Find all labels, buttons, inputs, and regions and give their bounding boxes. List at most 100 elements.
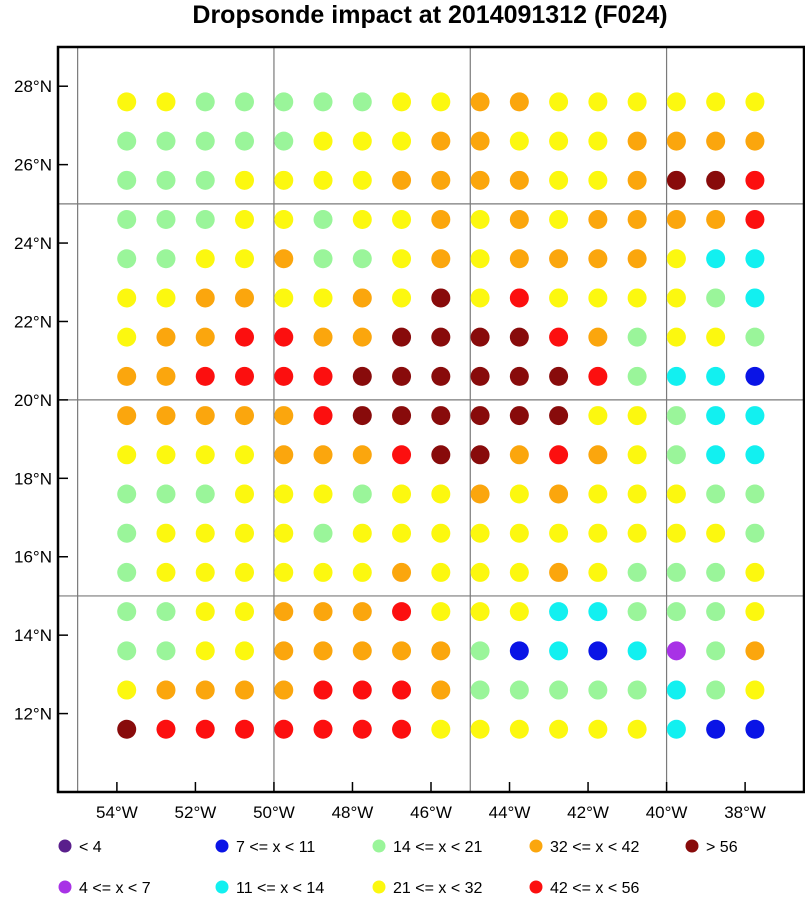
dropsonde-point (588, 406, 608, 426)
dropsonde-point (235, 719, 254, 739)
legend-swatch (58, 839, 72, 853)
dropsonde-point (313, 680, 333, 700)
dropsonde-point (392, 445, 412, 465)
dropsonde-point (627, 249, 647, 269)
dropsonde-point (745, 210, 765, 230)
dropsonde-point (117, 562, 137, 582)
dropsonde-point (117, 366, 137, 386)
dropsonde-point (313, 92, 333, 112)
dropsonde-point (392, 719, 412, 739)
dropsonde-point (509, 92, 529, 112)
dropsonde-point (235, 523, 254, 543)
lat-tick-label: 28°N (14, 77, 52, 96)
dropsonde-point (470, 680, 490, 700)
dropsonde-point (470, 249, 490, 269)
dropsonde-point (156, 602, 176, 622)
dropsonde-point (156, 680, 176, 700)
lat-tick-label: 22°N (14, 312, 52, 331)
dropsonde-point (549, 210, 569, 230)
dropsonde-point (627, 92, 647, 112)
dropsonde-point (509, 602, 529, 622)
dropsonde-point (470, 523, 490, 543)
dropsonde-point (117, 249, 137, 269)
dropsonde-point (392, 562, 412, 582)
legend-label: 32 <= x < 42 (550, 839, 640, 856)
lat-tick-label: 18°N (14, 469, 52, 488)
dropsonde-point (588, 523, 608, 543)
dropsonde-point (352, 170, 372, 190)
dropsonde-point (588, 484, 608, 504)
dropsonde-point (509, 366, 529, 386)
dropsonde-point (117, 602, 137, 622)
dropsonde-point (274, 131, 294, 151)
dropsonde-point (235, 366, 254, 386)
dropsonde-point (470, 131, 490, 151)
dropsonde-point (706, 288, 726, 308)
dropsonde-point (274, 680, 294, 700)
dropsonde-point (706, 131, 726, 151)
dropsonde-point (745, 445, 765, 465)
dropsonde-point (195, 445, 215, 465)
dropsonde-point (313, 131, 333, 151)
dropsonde-point (470, 366, 490, 386)
dropsonde-point (156, 641, 176, 661)
dropsonde-point (588, 249, 608, 269)
legend-swatch (529, 839, 543, 853)
dropsonde-point (195, 602, 215, 622)
dropsonde-point (588, 562, 608, 582)
dropsonde-point (431, 680, 451, 700)
lat-tick-label: 14°N (14, 626, 52, 645)
legend-swatch (58, 880, 72, 894)
dropsonde-point (588, 641, 608, 661)
dropsonde-point (627, 210, 647, 230)
dropsonde-point (745, 719, 765, 739)
dropsonde-point (470, 92, 490, 112)
dropsonde-point (352, 680, 372, 700)
dropsonde-point (313, 523, 333, 543)
dropsonde-point (509, 641, 529, 661)
lon-tick-label: 40°W (646, 803, 688, 822)
dropsonde-point (706, 170, 726, 190)
legend-label: 11 <= x < 14 (236, 880, 324, 897)
dropsonde-point (274, 366, 294, 386)
dropsonde-point (352, 562, 372, 582)
dropsonde-point (392, 366, 412, 386)
dropsonde-point (588, 366, 608, 386)
dropsonde-point (156, 170, 176, 190)
dropsonde-point (431, 445, 451, 465)
dropsonde-point (549, 327, 569, 347)
dropsonde-point (156, 719, 176, 739)
dropsonde-point (313, 719, 333, 739)
dropsonde-point (627, 327, 647, 347)
dropsonde-point (470, 484, 490, 504)
dropsonde-point (274, 562, 294, 582)
lon-tick-label: 52°W (175, 803, 217, 822)
dropsonde-point (431, 92, 451, 112)
dropsonde-point (117, 210, 137, 230)
lon-tick-label: 46°W (410, 803, 452, 822)
dropsonde-point (666, 406, 686, 426)
axis-ticks: 54°W 52°W 50°W 48°W 46°W 44°W 42°W 40°W 38°W 12°N… (14, 77, 766, 822)
dropsonde-point (352, 602, 372, 622)
dropsonde-point (509, 719, 529, 739)
dropsonde-point (195, 523, 215, 543)
dropsonde-points (117, 92, 765, 739)
dropsonde-point (274, 641, 294, 661)
dropsonde-point (392, 288, 412, 308)
dropsonde-point (666, 602, 686, 622)
dropsonde-point (156, 366, 176, 386)
dropsonde-point (549, 288, 569, 308)
dropsonde-point (666, 719, 686, 739)
dropsonde-point (509, 523, 529, 543)
dropsonde-point (549, 366, 569, 386)
dropsonde-point (745, 562, 765, 582)
dropsonde-point (666, 680, 686, 700)
dropsonde-point (352, 523, 372, 543)
dropsonde-point (509, 680, 529, 700)
dropsonde-point (274, 719, 294, 739)
dropsonde-point (195, 484, 215, 504)
dropsonde-point (627, 523, 647, 543)
dropsonde-point (431, 484, 451, 504)
dropsonde-point (745, 170, 765, 190)
lat-tick-label: 20°N (14, 391, 52, 410)
